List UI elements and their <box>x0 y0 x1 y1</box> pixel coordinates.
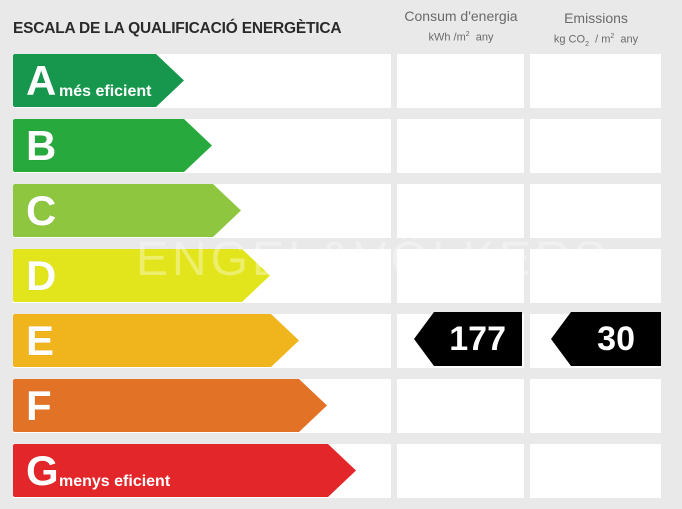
consum-cell-d <box>397 249 524 303</box>
rating-bar-e: E <box>13 314 299 367</box>
emissions-cell-g <box>530 444 661 498</box>
consum-cell-f <box>397 379 524 433</box>
emissions-header-unit: kg CO2 / m2 any <box>553 33 639 48</box>
rating-letter: G <box>26 447 59 494</box>
page-title: ESCALA DE LA QUALIFICACIÓ ENERGÈTICA <box>13 20 342 37</box>
emissions-cell-a <box>530 54 661 108</box>
consum-cell-g <box>397 444 524 498</box>
emissions-cell-c <box>530 184 661 238</box>
rating-letter: B <box>26 122 57 169</box>
rating-bar-b: B <box>13 119 212 172</box>
rating-bar-f: F <box>13 379 327 432</box>
rating-sublabel: menys eficient <box>59 473 171 490</box>
emissions-value-badge: 30 <box>551 312 661 366</box>
emissions-cell-d <box>530 249 661 303</box>
rating-letter: F <box>26 382 52 429</box>
consum-cell-b <box>397 119 524 173</box>
rating-letter: C <box>26 187 57 234</box>
rating-letter: D <box>26 252 57 299</box>
consum-column-header: Consum d'energia kWh /m2 any <box>397 8 525 45</box>
emissions-cell-f <box>530 379 661 433</box>
rating-sublabel: més eficient <box>59 83 152 100</box>
consum-cell-a <box>397 54 524 108</box>
rating-letter: A <box>26 57 57 104</box>
consum-cell-c <box>397 184 524 238</box>
rating-bar-c: C <box>13 184 241 237</box>
emissions-header-label: Emissions <box>564 10 628 26</box>
rating-letter: E <box>26 317 55 364</box>
consum-header-unit: kWh /m2 any <box>428 31 494 44</box>
consum-value-badge: 177 <box>414 312 522 366</box>
rating-bar-d: D <box>13 249 270 302</box>
consum-header-label: Consum d'energia <box>404 8 518 24</box>
emissions-column-header: Emissions kg CO2 / m2 any <box>530 10 662 52</box>
emissions-cell-b <box>530 119 661 173</box>
